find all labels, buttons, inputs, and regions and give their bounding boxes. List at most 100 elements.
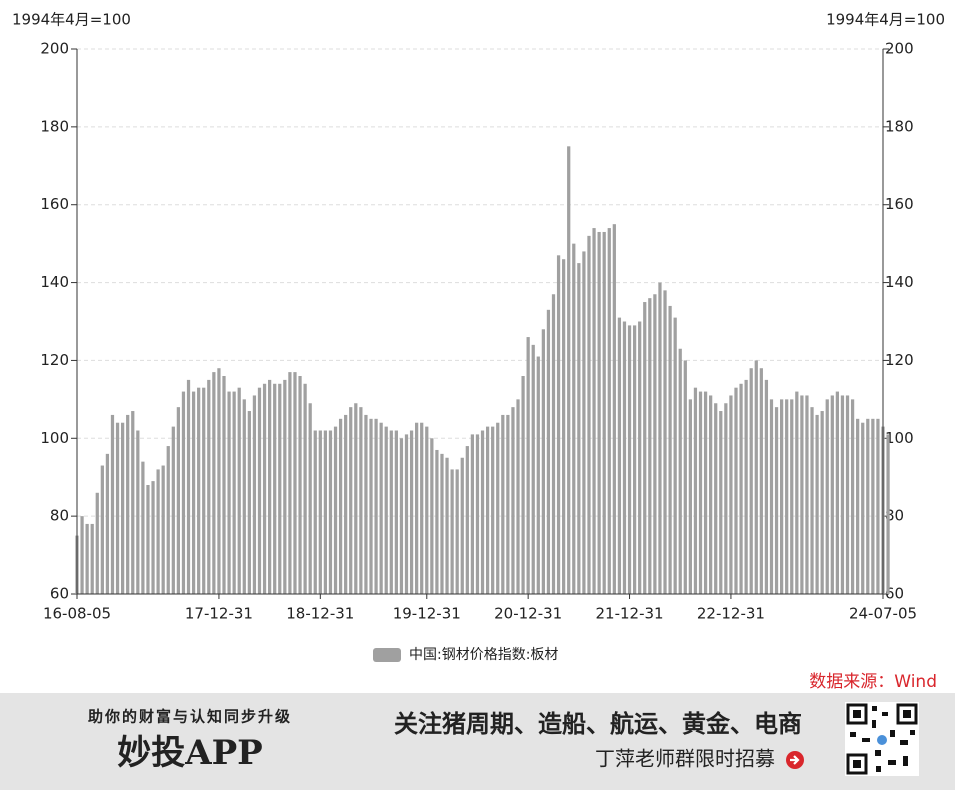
bar (744, 379, 748, 594)
bar (709, 395, 713, 594)
bar (364, 414, 368, 594)
bar (379, 422, 383, 594)
bar (876, 418, 880, 594)
bar (805, 395, 809, 594)
bar (115, 422, 120, 594)
y2-tick-label: 180 (885, 117, 914, 135)
bar (293, 372, 297, 594)
bar (866, 418, 870, 594)
bar (825, 399, 829, 594)
bar (724, 403, 728, 594)
bar (207, 379, 211, 594)
bar (698, 391, 703, 594)
bar (648, 298, 652, 594)
banner-subline: 丁萍老师群限时招募 (595, 747, 775, 771)
bar (171, 426, 175, 594)
y2-tick-label: 120 (885, 351, 914, 369)
bar (779, 399, 784, 594)
y2-tick-label: 200 (885, 40, 914, 58)
bar (714, 403, 718, 594)
bar (622, 321, 627, 594)
bar (278, 383, 282, 594)
bar (572, 243, 576, 594)
banner-bg (0, 693, 955, 790)
bar (764, 379, 769, 594)
bar (810, 407, 814, 594)
legend-swatch (373, 648, 401, 662)
legend-label: 中国:钢材价格指数:板材 (409, 647, 558, 663)
bar (627, 325, 632, 594)
bar (186, 379, 191, 594)
bar (252, 395, 257, 594)
bar (191, 391, 196, 594)
bar (668, 305, 672, 594)
bar (496, 422, 500, 594)
bar (536, 356, 540, 594)
bar (425, 426, 429, 594)
bar (328, 430, 333, 594)
bar (582, 251, 586, 594)
bar (729, 395, 733, 594)
bar (617, 317, 622, 594)
bar (850, 399, 855, 594)
bar (440, 453, 444, 594)
bar (638, 321, 642, 594)
bar (485, 426, 490, 594)
bar (480, 430, 485, 594)
bar (197, 387, 201, 594)
bar (632, 325, 637, 594)
bar (526, 337, 530, 594)
bar (110, 414, 115, 594)
bar (435, 449, 439, 594)
bar (658, 282, 662, 594)
bar (308, 403, 312, 594)
bar (257, 387, 262, 594)
bar (100, 465, 104, 594)
bar (338, 418, 343, 594)
qr-code (845, 702, 919, 776)
bar (470, 434, 475, 594)
bar (506, 414, 510, 594)
bar (739, 383, 743, 594)
bar (374, 418, 378, 594)
bar (683, 360, 687, 594)
bar (785, 399, 789, 594)
bar (516, 399, 520, 594)
bar (556, 255, 561, 595)
y-axis-label: 1994年4月=100 (12, 11, 131, 29)
bar (126, 414, 130, 594)
bar (491, 426, 495, 594)
bar (886, 434, 890, 594)
bar (830, 395, 834, 594)
bar (754, 360, 758, 594)
bar (288, 372, 292, 594)
bar (521, 376, 525, 594)
bar (227, 391, 231, 594)
bar (551, 294, 556, 594)
bar (141, 461, 145, 594)
bar (404, 434, 409, 594)
bar (820, 411, 824, 594)
bar (871, 418, 875, 594)
x-tick-label: 16-08-05 (43, 605, 111, 623)
bar (861, 422, 865, 594)
x-tick-label: 17-12-31 (185, 605, 253, 623)
bar (90, 523, 94, 594)
bar (845, 395, 850, 594)
bar (136, 430, 140, 594)
bar (465, 446, 469, 594)
bar (313, 430, 317, 594)
bar (333, 426, 338, 594)
bar (562, 259, 566, 594)
bar (693, 387, 698, 594)
bar (475, 434, 480, 594)
bar (232, 391, 236, 594)
bar (217, 368, 221, 594)
bar (415, 422, 419, 594)
bar (790, 399, 794, 594)
bar (323, 430, 328, 594)
bar (95, 492, 99, 594)
bar (242, 399, 246, 594)
bar (399, 438, 404, 594)
bar (501, 414, 505, 594)
